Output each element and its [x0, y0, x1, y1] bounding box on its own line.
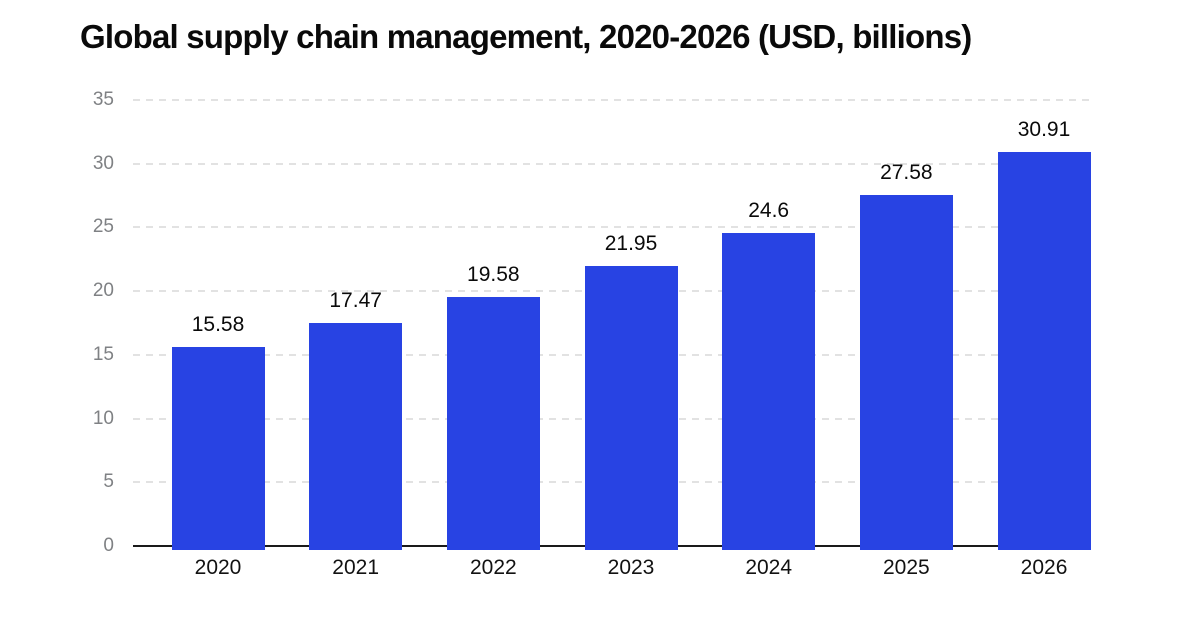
gridline: [133, 162, 1090, 165]
y-axis-tick-label: 0: [103, 535, 114, 556]
y-axis-tick-label: 25: [92, 216, 114, 238]
bar: [722, 232, 816, 550]
y-axis-tick-label: 5: [103, 471, 114, 493]
bar: [584, 266, 678, 550]
y-axis-tick-label: 35: [92, 89, 114, 110]
bar-value-label: 15.58: [191, 313, 245, 337]
x-axis-tick-label: 2025: [882, 556, 930, 579]
x-axis-tick-label: 2023: [607, 556, 655, 579]
bar-value-label: 19.58: [467, 262, 520, 286]
bar: [309, 323, 403, 550]
y-axis-tick-label: 10: [92, 407, 114, 429]
bar: [997, 152, 1091, 550]
gridline: [133, 226, 1090, 229]
bar: [446, 296, 540, 550]
bar-value-label: 27.58: [880, 160, 933, 184]
plot-area: 15.58 2020 17.47 2021 19.58 2022 21.95 2023 24.6…: [133, 99, 1091, 579]
bar-value-label: 21.95: [604, 232, 658, 256]
bar-value-label: 17.47: [329, 289, 382, 313]
x-axis-tick-label: 2021: [332, 556, 380, 579]
y-axis-tick-label: 30: [92, 152, 114, 174]
gridline: [133, 99, 1090, 101]
bar: [171, 347, 265, 550]
bar-value-label: 30.91: [1017, 118, 1071, 142]
x-axis-tick-label: 2020: [194, 556, 242, 579]
x-axis-tick-label: 2022: [469, 556, 517, 579]
bar-value-label: 24.6: [748, 198, 790, 222]
x-axis-tick-label: 2026: [1020, 556, 1068, 579]
x-axis-tick-label: 2024: [745, 556, 793, 579]
chart-title: Global supply chain management, 2020-202…: [80, 18, 972, 55]
y-axis-tick-label: 20: [92, 280, 114, 302]
bar: [859, 194, 953, 550]
y-axis-tick-label: 15: [92, 343, 114, 365]
